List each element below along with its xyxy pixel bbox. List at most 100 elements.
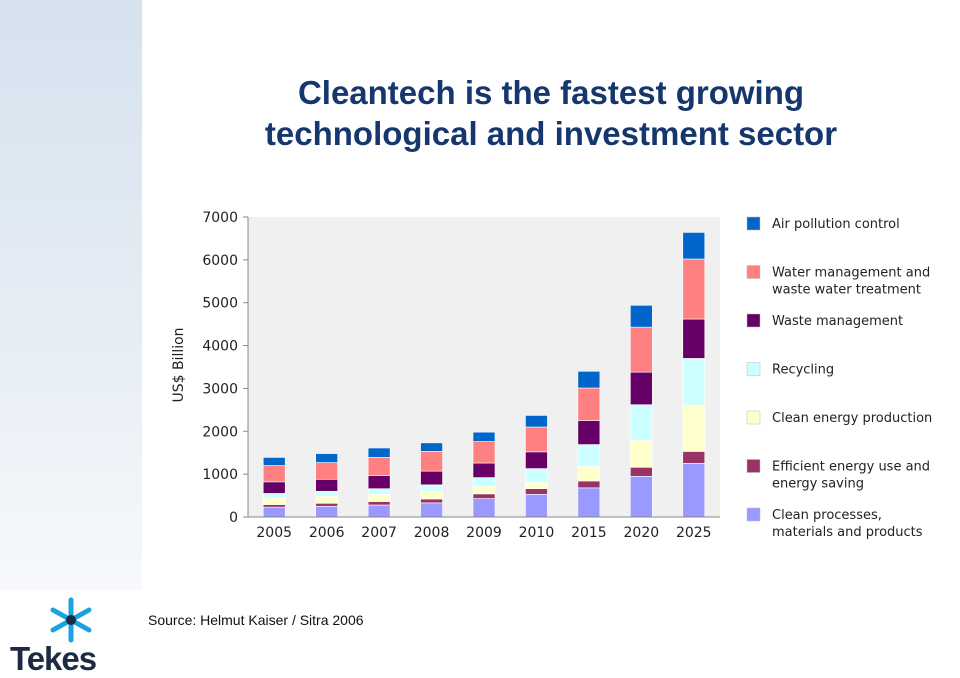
bar-stack-2015: [577, 370, 601, 518]
bar-stacks: [262, 232, 706, 518]
legend-item-0: Clean processes, materials and products: [746, 507, 923, 540]
bar-segment-2010-s5: [525, 426, 548, 453]
bar-segment-2006-s2: [315, 496, 338, 504]
title-line-2: technological and investment sector: [264, 115, 838, 152]
x-tick-label: 2020: [624, 525, 660, 541]
legend-swatch: [746, 313, 761, 328]
bar-segment-2006-s0: [315, 505, 338, 518]
bar-stack-2008: [420, 442, 443, 518]
bar-segment-2020-s1: [630, 466, 653, 477]
bar-segment-2005-s5: [262, 465, 286, 483]
x-axis: 2005 2006 2007 2008 2009 2010 2015 2020 2025: [248, 516, 720, 541]
bar-segment-2020-s2: [630, 439, 653, 468]
bar-segment-2007-s0: [367, 504, 391, 518]
bar-segment-2010-s6: [525, 415, 548, 428]
legend-item-5: Water management and waste water treatmen…: [746, 265, 930, 298]
bar-segment-2015-s1: [577, 480, 601, 489]
bar-segment-2008-s4: [420, 470, 443, 486]
legend-label: Efficient energy use and: [772, 460, 930, 475]
x-tick-label: 2006: [309, 525, 345, 541]
y-tick-label: 0: [229, 510, 238, 526]
x-tick-label: 2009: [466, 525, 502, 541]
bar-segment-2007-s6: [367, 447, 391, 458]
bar-segment-2020-s3: [630, 404, 653, 441]
bar-segment-2015-s6: [577, 370, 601, 389]
bar-segment-2015-s0: [577, 487, 601, 518]
bar-segment-2009-s2: [472, 485, 496, 495]
legend-label: Recycling: [772, 363, 834, 378]
y-axis-label: US$ Billion: [171, 327, 187, 402]
y-tick-label: 2000: [202, 424, 238, 440]
snowflake-icon: [50, 597, 92, 643]
bar-segment-2005-s3: [262, 493, 286, 499]
legend-label: Waste management: [772, 314, 903, 329]
y-axis: 0 1000 2000 3000 4000 5000 6000 7000: [202, 210, 249, 526]
bar-segment-2010-s1: [525, 488, 548, 495]
bar-segment-2007-s1: [367, 501, 391, 506]
x-tick-label: 2025: [676, 525, 712, 541]
bar-segment-2006-s3: [315, 490, 338, 497]
legend-item-1: Efficient energy use and energy saving: [746, 459, 930, 492]
bar-segment-2015-s3: [577, 444, 601, 467]
bar-segment-2025-s1: [682, 451, 706, 464]
bar-segment-2025-s3: [682, 358, 706, 406]
legend-item-2: Clean energy production: [746, 410, 932, 426]
bar-segment-2015-s5: [577, 387, 601, 421]
bar-segment-2005-s1: [262, 504, 286, 508]
legend-swatch: [746, 362, 761, 376]
bar-segment-2007-s5: [367, 457, 391, 476]
bar-segment-2009-s5: [472, 441, 496, 464]
bar-segment-2009-s4: [472, 462, 496, 478]
legend: Air pollution control Water management an…: [746, 216, 932, 540]
bar-segment-2008-s6: [420, 442, 443, 452]
bar-segment-2008-s3: [420, 484, 443, 492]
x-tick-label: 2005: [256, 525, 292, 541]
legend-swatch: [746, 459, 761, 473]
y-tick-label: 5000: [202, 296, 238, 312]
legend-label: Air pollution control: [772, 217, 900, 232]
bar-segment-2007-s4: [367, 475, 391, 490]
y-tick-label: 6000: [202, 253, 238, 269]
side-gradient-band: [0, 0, 142, 590]
tekes-logo: Tekes: [10, 596, 135, 677]
legend-swatch: [746, 507, 761, 522]
bar-segment-2010-s4: [525, 451, 548, 469]
bar-segment-2007-s2: [367, 493, 391, 502]
bar-segment-2009-s6: [472, 431, 496, 442]
legend-label: Clean energy production: [772, 411, 932, 426]
bar-segment-2020-s0: [630, 475, 653, 518]
x-tick-label: 2010: [519, 525, 555, 541]
bar-stack-2010: [525, 415, 548, 518]
bar-segment-2025-s5: [682, 258, 706, 320]
x-tick-label: 2007: [361, 525, 397, 541]
bar-segment-2010-s3: [525, 468, 548, 483]
bar-segment-2008-s2: [420, 490, 443, 500]
y-tick-label: 4000: [202, 339, 238, 355]
bar-segment-2008-s0: [420, 502, 443, 518]
bar-segment-2020-s5: [630, 326, 653, 373]
bar-segment-2025-s0: [682, 463, 706, 518]
bar-stack-2007: [367, 447, 391, 518]
logo-wordmark: Tekes: [10, 640, 97, 677]
legend-label: Clean processes,: [772, 508, 882, 523]
bar-stack-2025: [682, 232, 706, 518]
legend-swatch: [746, 216, 761, 231]
bar-segment-2005-s4: [262, 481, 286, 494]
bar-segment-2020-s6: [630, 304, 653, 328]
legend-label: Water management and: [772, 266, 930, 281]
bar-segment-2025-s4: [682, 318, 706, 359]
bar-segment-2010-s2: [525, 481, 548, 490]
legend-item-4: Waste management: [746, 313, 903, 329]
legend-swatch: [746, 265, 761, 279]
bar-segment-2006-s4: [315, 478, 338, 492]
x-tick-label: 2015: [571, 525, 607, 541]
bar-segment-2025-s2: [682, 404, 706, 452]
legend-label: waste water treatment: [772, 283, 921, 298]
bar-segment-2008-s5: [420, 451, 443, 472]
bar-stack-2005: [262, 457, 286, 518]
bar-stack-2006: [315, 453, 338, 518]
legend-item-3: Recycling: [746, 362, 834, 378]
bar-segment-2015-s2: [577, 466, 601, 482]
bar-segment-2006-s5: [315, 462, 338, 480]
